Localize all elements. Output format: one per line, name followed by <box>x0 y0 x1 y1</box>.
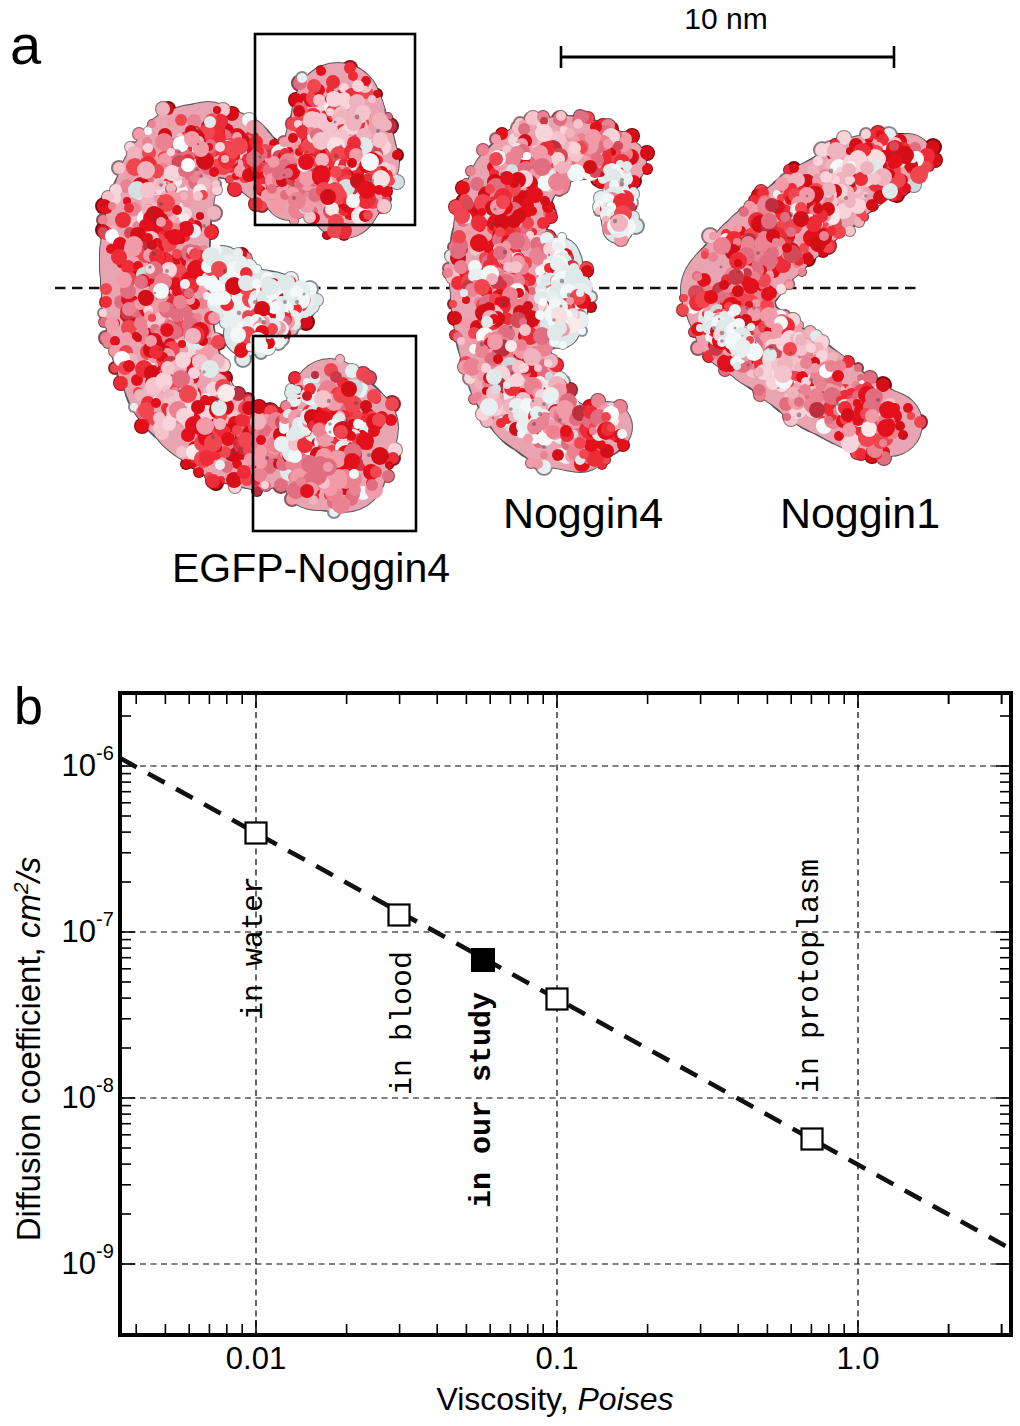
svg-text:10: 10 <box>62 748 96 783</box>
svg-text:0.01: 0.01 <box>226 1341 286 1376</box>
svg-text:in our study: in our study <box>465 992 499 1208</box>
svg-text:in water: in water <box>237 876 271 1020</box>
svg-text:-7: -7 <box>96 908 114 930</box>
svg-text:10: 10 <box>62 1080 96 1115</box>
svg-text:Noggin4: Noggin4 <box>503 489 663 537</box>
svg-text:in blood: in blood <box>386 951 420 1095</box>
svg-text:Noggin1: Noggin1 <box>780 489 940 537</box>
svg-text:b: b <box>14 677 43 735</box>
svg-text:a: a <box>10 13 42 76</box>
svg-text:10: 10 <box>62 1246 96 1281</box>
svg-text:in protoplasm: in protoplasm <box>793 859 827 1093</box>
svg-text:-9: -9 <box>96 1240 114 1262</box>
svg-text:0.1: 0.1 <box>535 1341 578 1376</box>
svg-text:-6: -6 <box>96 742 114 764</box>
svg-text:10: 10 <box>62 914 96 949</box>
svg-text:EGFP-Noggin4: EGFP-Noggin4 <box>172 545 450 591</box>
svg-text:10 nm: 10 nm <box>684 2 767 35</box>
svg-text:-8: -8 <box>96 1074 114 1096</box>
svg-text:Viscosity, Poises: Viscosity, Poises <box>436 1381 673 1417</box>
svg-text:1.0: 1.0 <box>836 1341 879 1376</box>
svg-text:Diffusion coefficient, cm2/s: Diffusion coefficient, cm2/s <box>9 857 47 1242</box>
